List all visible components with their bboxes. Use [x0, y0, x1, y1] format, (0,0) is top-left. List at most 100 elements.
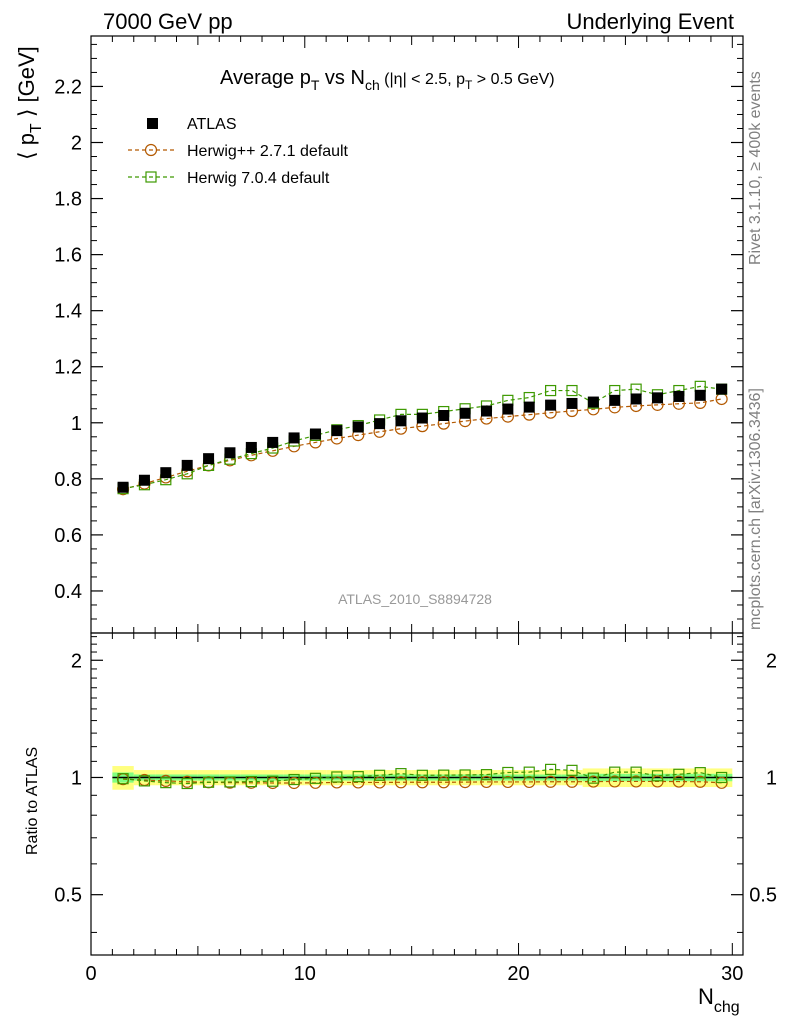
herwig7-point — [224, 776, 236, 788]
legend-entry-atlas: ATLAS — [147, 116, 237, 133]
ratio-series — [116, 763, 728, 790]
main-ytick-label: 1.8 — [54, 189, 82, 211]
herwig7-point — [716, 771, 728, 784]
atlas-point — [630, 393, 642, 405]
atlas-point — [395, 415, 407, 427]
herwig7-point — [373, 769, 386, 781]
herwig7-point — [609, 766, 621, 778]
atlas-point — [331, 425, 343, 437]
herwigpp-point — [715, 392, 728, 406]
atlas-point — [438, 410, 450, 422]
herwig7-point — [566, 384, 578, 397]
herwig7-point — [523, 766, 535, 778]
ratio-ticks: 0 10 20 30 0.5 0.5 1 1 2 2 — [54, 636, 777, 985]
herwig7-point — [181, 777, 193, 790]
herwigpp-point — [437, 776, 450, 789]
herwig7-point — [438, 769, 450, 781]
herwig7-point — [545, 763, 557, 775]
herwigpp-point — [416, 776, 429, 789]
herwig7-point — [673, 768, 685, 780]
atlas-point — [352, 421, 364, 433]
herwigpp-point — [694, 775, 707, 788]
ratio-ytick-label-right: 2 — [766, 650, 777, 672]
ratio-ytick-label: 2 — [71, 650, 82, 672]
main-panel: 0.4 0.6 0.8 1 1.2 1.4 1.6 1.8 2 2.2 Average pT vs… — [14, 35, 744, 955]
herwig7-point — [630, 766, 642, 778]
ratio-ytick-label: 0.5 — [54, 885, 82, 907]
herwig7-point — [545, 384, 557, 397]
atlas-point — [673, 390, 685, 402]
herwig7-point — [587, 772, 599, 784]
atlas-point — [416, 412, 428, 424]
legend-marker-atlas — [147, 118, 158, 129]
header-right: Underlying Event — [566, 9, 734, 34]
main-ytick-label: 2 — [71, 133, 82, 155]
xtick-label: 0 — [85, 963, 96, 985]
herwig7-point — [395, 768, 407, 780]
legend-marker-herwig7 — [145, 171, 157, 183]
herwig7-point — [202, 776, 215, 788]
legend-label-herwig7: Herwig 7.0.4 default — [187, 170, 330, 187]
atlas-point — [587, 396, 599, 408]
main-ytick-label: 1 — [71, 413, 82, 435]
herwig7-point — [331, 771, 343, 783]
herwigpp-point — [630, 775, 643, 788]
main-ytick-label: 1.4 — [54, 301, 82, 323]
herwig7-point — [309, 772, 322, 784]
herwig7-point — [138, 775, 151, 787]
xtick-label: 30 — [721, 963, 743, 985]
ratio-ytick-label: 1 — [71, 767, 82, 789]
legend-marker-herwigpp — [144, 143, 158, 157]
series-line — [122, 398, 722, 490]
atlas-point — [502, 403, 514, 415]
x-axis-label: Nchg — [698, 984, 740, 1016]
legend-entry-herwig7: Herwig 7.0.4 default — [128, 170, 330, 187]
legend-label-atlas: ATLAS — [187, 116, 237, 133]
main-title: Average pT vs Nch (|η| < 2.5, pT > 0.5 G… — [220, 67, 555, 93]
main-ytick-label: 0.4 — [54, 581, 82, 603]
atlas-point — [609, 394, 621, 406]
header-left: 7000 GeV pp — [103, 9, 233, 34]
main-ytick-label: 1.6 — [54, 245, 82, 267]
atlas-point — [138, 474, 150, 486]
herwigpp-point — [373, 776, 386, 789]
atlas-point — [245, 441, 257, 453]
herwigpp-point — [458, 776, 472, 789]
herwig7-point — [245, 775, 257, 788]
herwigpp-point — [394, 776, 408, 789]
main-series — [116, 380, 728, 496]
atlas-point — [566, 397, 578, 409]
legend-entry-herwigpp: Herwig++ 2.7.1 default — [128, 143, 349, 160]
ratio-frame — [90, 632, 744, 956]
atlas-point — [203, 453, 215, 465]
legend-label-herwigpp: Herwig++ 2.7.1 default — [187, 143, 349, 160]
herwigpp-point — [608, 775, 621, 788]
herwigpp-point — [352, 776, 365, 789]
herwigpp-point — [523, 775, 536, 789]
xtick-label: 10 — [294, 963, 316, 985]
herwigpp-point — [544, 775, 557, 788]
herwig7-point — [288, 773, 300, 786]
main-ytick-label: 2.2 — [54, 76, 82, 98]
herwig7-point — [480, 769, 493, 781]
series-line — [123, 768, 722, 785]
analysis-watermark: ATLAS_2010_S8894728 — [338, 591, 492, 607]
herwig7-point — [502, 766, 514, 779]
atlas-point — [716, 383, 728, 395]
atlas-point — [288, 432, 300, 444]
atlas-point — [480, 405, 492, 417]
legend: ATLAS Herwig++ 2.7.1 default Herwig 7.0.… — [128, 116, 349, 187]
herwig7-point — [160, 777, 172, 789]
herwig7-point — [459, 769, 471, 781]
atlas-point — [181, 459, 193, 471]
atlas-point — [459, 407, 471, 419]
herwig7-point — [566, 764, 578, 776]
ratio-ylabel: Ratio to ATLAS — [24, 747, 41, 855]
herwig7-point — [352, 771, 364, 783]
main-ytick-label: 0.8 — [54, 469, 82, 491]
main-ytick-label: 0.6 — [54, 525, 82, 547]
main-ticks: 0.4 0.6 0.8 1 1.2 1.4 1.6 1.8 2 2.2 — [54, 36, 743, 955]
mcplots-label: mcplots.cern.ch [arXiv:1306.3436] — [747, 388, 764, 630]
herwigpp-point — [651, 775, 664, 788]
